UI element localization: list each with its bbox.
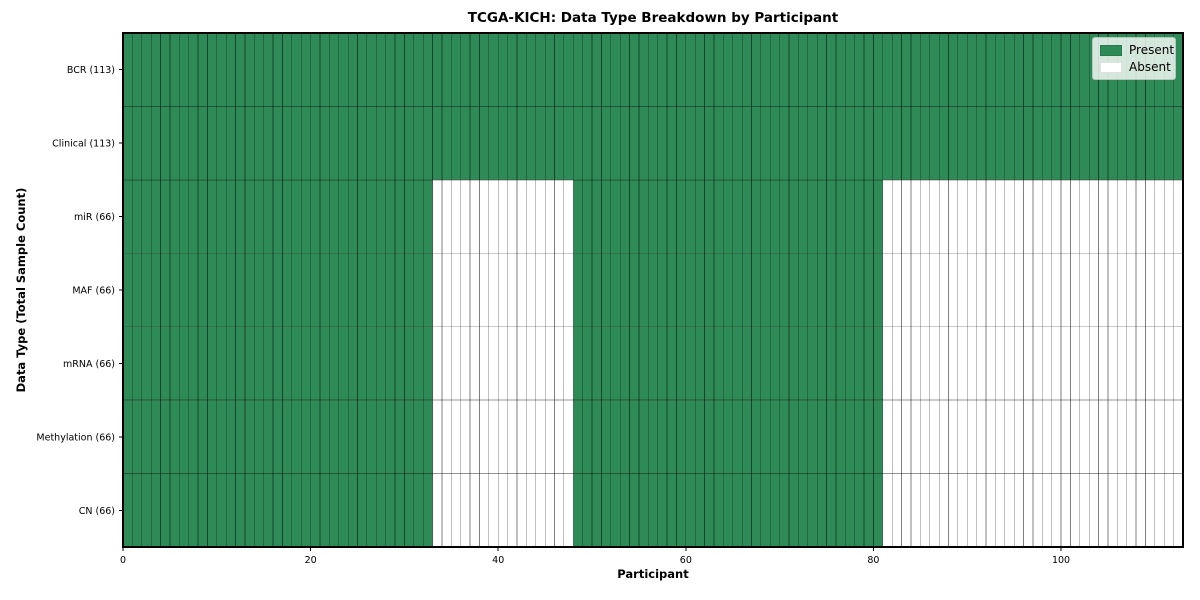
row-label: miR (66) bbox=[74, 212, 115, 223]
x-tick-label: 100 bbox=[1052, 555, 1070, 566]
present-segment bbox=[123, 106, 1183, 180]
present-segment bbox=[123, 253, 433, 327]
x-tick-label: 60 bbox=[680, 555, 692, 566]
present-segment bbox=[123, 179, 433, 254]
legend-item-present: Present bbox=[1100, 44, 1174, 56]
legend-label-absent: Absent bbox=[1129, 60, 1171, 74]
legend: Present Absent bbox=[1092, 37, 1176, 80]
present-segment bbox=[573, 326, 883, 401]
present-segment bbox=[573, 253, 883, 327]
x-tick-label: 0 bbox=[120, 555, 126, 566]
row-label: Methylation (66) bbox=[36, 432, 115, 443]
chart-title: TCGA-KICH: Data Type Breakdown by Partic… bbox=[467, 10, 839, 26]
present-segment bbox=[573, 400, 883, 474]
x-axis-label: Participant bbox=[617, 567, 689, 581]
x-tick-label: 40 bbox=[492, 555, 504, 566]
present-segment bbox=[123, 326, 433, 401]
row-label: CN (66) bbox=[79, 506, 115, 517]
x-tick-label: 80 bbox=[867, 555, 879, 566]
present-segment bbox=[123, 473, 433, 547]
present-segment bbox=[573, 473, 883, 547]
row-label: BCR (113) bbox=[67, 65, 115, 76]
legend-item-absent: Absent bbox=[1100, 60, 1171, 74]
present-swatch-icon bbox=[1100, 44, 1122, 56]
row-label: Clinical (113) bbox=[52, 139, 115, 150]
legend-label-present: Present bbox=[1129, 43, 1175, 57]
present-segment bbox=[123, 33, 1183, 107]
present-segment bbox=[573, 179, 883, 254]
x-tick-label: 20 bbox=[305, 555, 317, 566]
row-label: mRNA (66) bbox=[63, 359, 115, 370]
y-axis-label: Data Type (Total Sample Count) bbox=[14, 187, 28, 393]
present-segment bbox=[123, 400, 433, 474]
row-label: MAF (66) bbox=[72, 286, 115, 297]
absent-swatch-icon bbox=[1100, 61, 1122, 73]
